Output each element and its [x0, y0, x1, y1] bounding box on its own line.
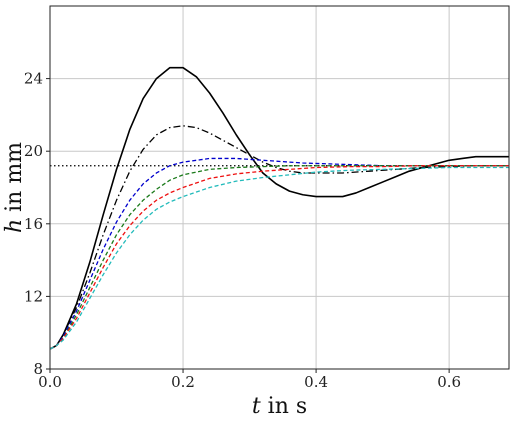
x-axis-label: t in s: [252, 394, 307, 419]
x-tick-label: 0.4: [304, 373, 328, 391]
x-tick-group: 0.0 0.2 0.4 0.6: [38, 369, 461, 391]
y-axis-label-var: h: [2, 219, 27, 233]
y-tick-group: 8 12 16 20 24: [24, 70, 50, 378]
y-tick-label: 20: [24, 142, 43, 160]
x-tick-label: 0.2: [171, 373, 195, 391]
x-tick-label: 0.0: [38, 373, 62, 391]
y-axis-label-rest: in mm: [2, 142, 27, 219]
plot-frame: [49, 5, 510, 370]
series-line-5: [49, 165, 509, 350]
series-line-4: [49, 165, 509, 350]
x-axis-label-var: t: [252, 394, 261, 419]
grid-lines: [49, 6, 509, 370]
y-tick-label: 16: [24, 215, 43, 233]
y-tick-label: 8: [33, 360, 43, 378]
x-axis-label-rest: in s: [261, 394, 307, 419]
x-tick-label: 0.6: [437, 373, 461, 391]
y-tick-label: 12: [24, 287, 43, 305]
y-tick-label: 24: [24, 70, 43, 88]
series-group: [49, 66, 509, 350]
y-axis-label: h in mm: [2, 142, 27, 233]
series-line-1: [49, 66, 509, 350]
series-line-2: [49, 125, 509, 350]
series-line-3: [49, 157, 509, 350]
